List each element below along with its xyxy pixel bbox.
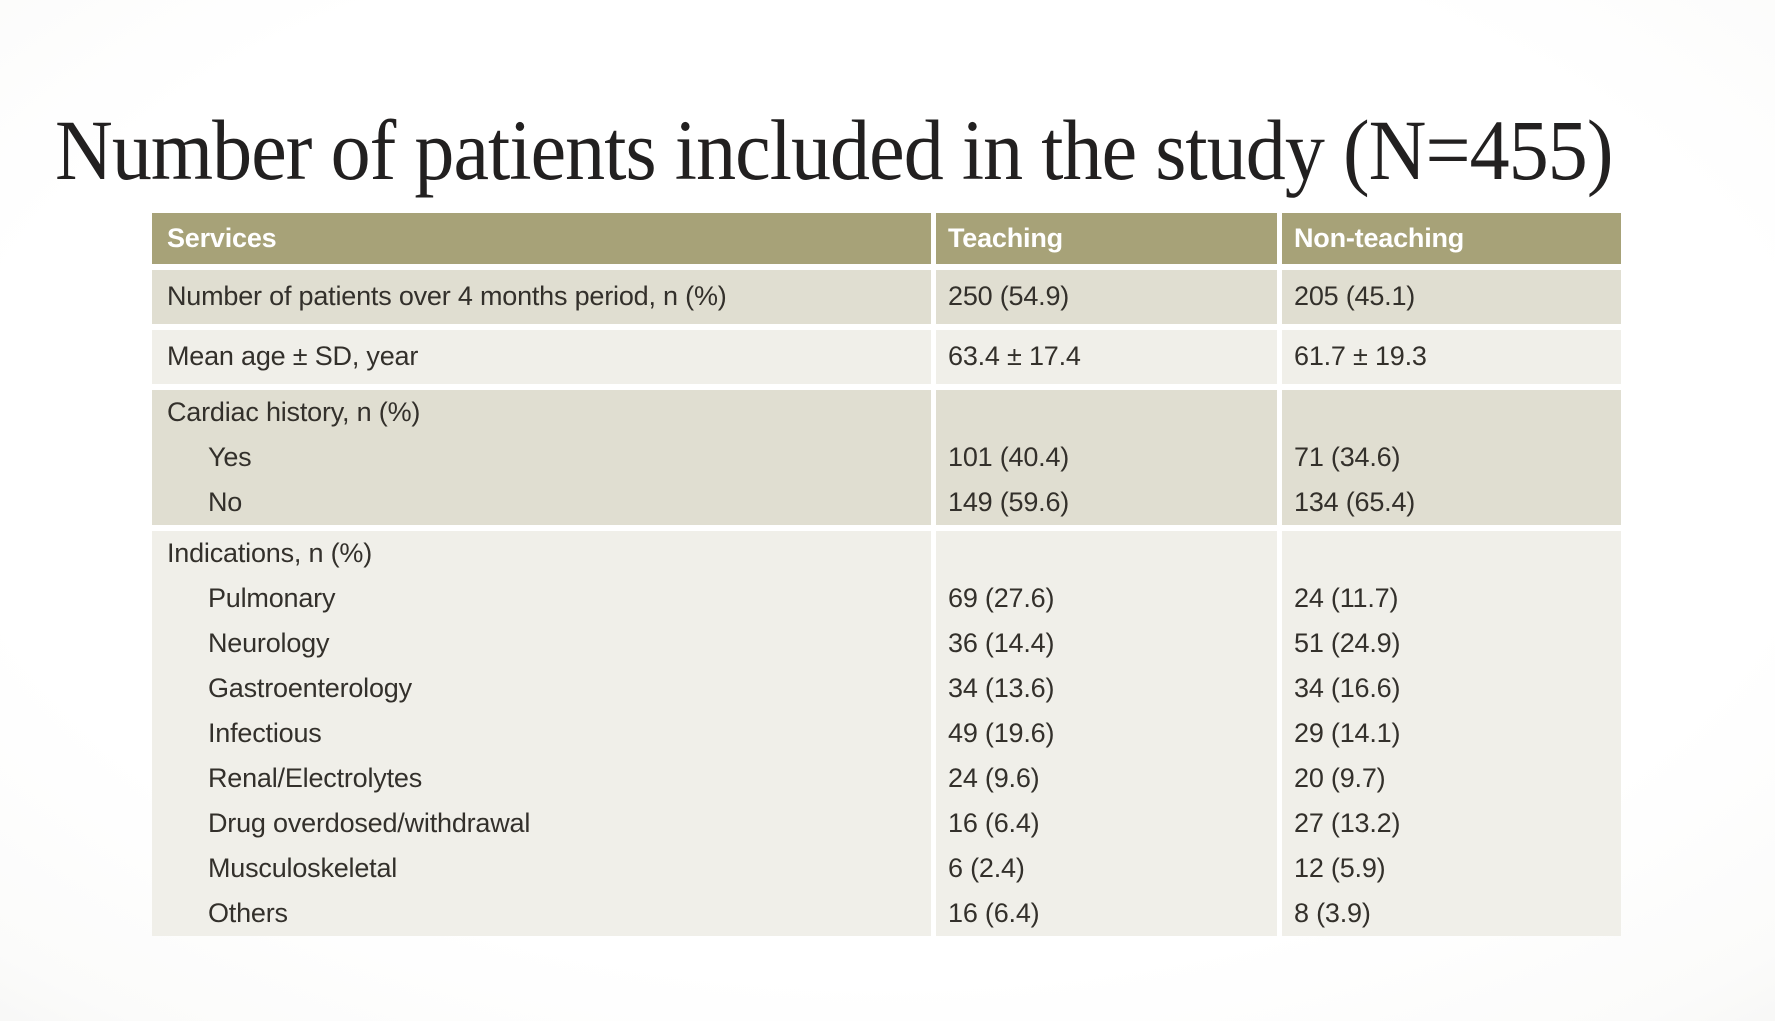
teaching-value: 101 (40.4) [948, 442, 1070, 472]
spacer-line [1294, 390, 1621, 435]
non-teaching-value: 134 (65.4) [1294, 487, 1416, 517]
spacer-line [948, 531, 1277, 576]
service-sub-label: Renal/Electrolytes [208, 763, 422, 793]
non-teaching-value: 51 (24.9) [1294, 628, 1401, 658]
spacer-line [1294, 531, 1621, 576]
service-sub-label: Neurology [208, 628, 330, 658]
teaching-cell: 101 (40.4) 149 (59.6) [936, 390, 1277, 525]
header-cell-non-teaching: Non-teaching [1282, 213, 1621, 264]
non-teaching-cell: 205 (45.1) [1282, 270, 1621, 324]
services-cell: Mean age ± SD, year [152, 330, 931, 384]
non-teaching-value: 27 (13.2) [1294, 808, 1401, 838]
service-sub-label: Others [208, 898, 288, 928]
service-sub-label: Infectious [208, 718, 322, 748]
non-teaching-value: 205 (45.1) [1294, 281, 1416, 311]
non-teaching-value: 8 (3.9) [1294, 898, 1371, 928]
header-cell-teaching: Teaching [936, 213, 1277, 264]
teaching-value: 49 (19.6) [948, 718, 1055, 748]
services-cell: Indications, n (%) Pulmonary Neurology Gast… [152, 531, 931, 936]
non-teaching-value: 29 (14.1) [1294, 718, 1401, 748]
services-cell: Cardiac history, n (%) Yes No [152, 390, 931, 525]
teaching-value: 16 (6.4) [948, 898, 1040, 928]
table-row: Indications, n (%) Pulmonary Neurology Gast… [152, 531, 1621, 936]
teaching-value: 250 (54.9) [948, 281, 1070, 311]
patients-table: Services Teaching Non-teaching Number of… [152, 213, 1621, 936]
non-teaching-value: 34 (16.6) [1294, 673, 1401, 703]
teaching-value: 24 (9.6) [948, 763, 1040, 793]
non-teaching-cell: 24 (11.7) 51 (24.9) 34 (16.6) 29 (14.1) 20 (… [1282, 531, 1621, 936]
teaching-cell: 69 (27.6) 36 (14.4) 34 (13.6) 49 (19.6) 24 (… [936, 531, 1277, 936]
teaching-value: 149 (59.6) [948, 487, 1070, 517]
table-header-row: Services Teaching Non-teaching [152, 213, 1621, 264]
service-label: Mean age ± SD, year [167, 341, 419, 371]
service-sub-label: Pulmonary [208, 583, 336, 613]
table-row: Number of patients over 4 months period,… [152, 270, 1621, 324]
teaching-value: 34 (13.6) [948, 673, 1055, 703]
service-sub-label: Gastroenterology [208, 673, 412, 703]
services-cell: Number of patients over 4 months period,… [152, 270, 931, 324]
teaching-cell: 63.4 ± 17.4 [936, 330, 1277, 384]
teaching-value: 16 (6.4) [948, 808, 1040, 838]
table-row: Cardiac history, n (%) Yes No 101 (40.4) 149… [152, 390, 1621, 525]
teaching-value: 69 (27.6) [948, 583, 1055, 613]
non-teaching-value: 12 (5.9) [1294, 853, 1386, 883]
service-label: Indications, n (%) [167, 538, 372, 568]
table-body: Number of patients over 4 months period,… [152, 270, 1621, 936]
service-sub-label: Musculoskeletal [208, 853, 398, 883]
non-teaching-value: 61.7 ± 19.3 [1294, 341, 1427, 371]
teaching-value: 6 (2.4) [948, 853, 1025, 883]
header-cell-services: Services [152, 213, 931, 264]
service-sub-label: Yes [208, 442, 252, 472]
spacer-line [948, 390, 1277, 435]
teaching-value: 63.4 ± 17.4 [948, 341, 1081, 371]
service-sub-label: Drug overdosed/withdrawal [208, 808, 531, 838]
service-sub-label: No [208, 487, 243, 517]
table-row: Mean age ± SD, year 63.4 ± 17.4 61.7 ± 19.… [152, 330, 1621, 384]
service-label: Cardiac history, n (%) [167, 397, 421, 427]
service-label: Number of patients over 4 months period,… [167, 281, 727, 311]
teaching-cell: 250 (54.9) [936, 270, 1277, 324]
slide-title: Number of patients included in the study… [55, 101, 1613, 198]
non-teaching-value: 71 (34.6) [1294, 442, 1401, 472]
non-teaching-value: 20 (9.7) [1294, 763, 1386, 793]
teaching-value: 36 (14.4) [948, 628, 1055, 658]
non-teaching-cell: 61.7 ± 19.3 [1282, 330, 1621, 384]
non-teaching-cell: 71 (34.6) 134 (65.4) [1282, 390, 1621, 525]
non-teaching-value: 24 (11.7) [1294, 583, 1399, 613]
